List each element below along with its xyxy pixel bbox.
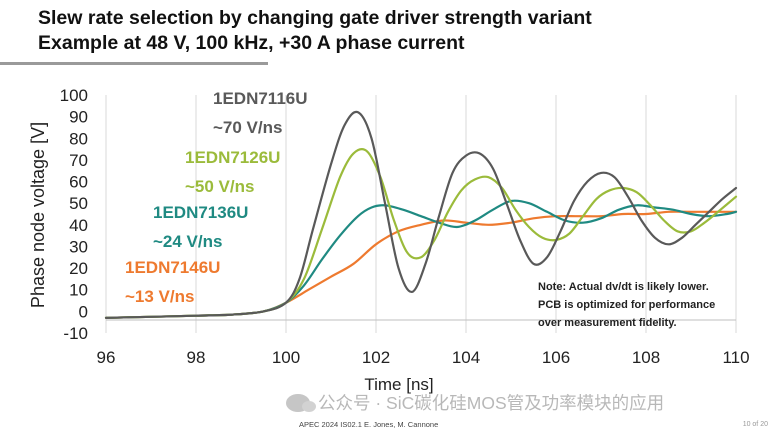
series-rate-1EDN7116U: ~70 V/ns: [213, 118, 282, 137]
series-label-1EDN7126U: 1EDN7126U: [185, 148, 280, 167]
series-line-1EDN7126U: [104, 147, 738, 319]
title-underline: [0, 62, 268, 65]
y-tick-label-70: 70: [69, 151, 88, 170]
watermark: 公众号 · SiC碳化硅MOS管及功率模块的应用: [286, 390, 664, 415]
y-tick-label-100: 100: [60, 86, 88, 105]
y-tick-label--10: -10: [63, 324, 88, 343]
y-tick-label-20: 20: [69, 259, 88, 278]
y-tick-label-90: 90: [69, 108, 88, 127]
note-line-1: Note: Actual dv/dt is likely lower.: [538, 281, 709, 293]
series-label-1EDN7116U: 1EDN7116U: [213, 89, 308, 108]
y-tick-label-60: 60: [69, 173, 88, 192]
slide-title: Slew rate selection by changing gate dri…: [38, 6, 592, 56]
title-line-1: Slew rate selection by changing gate dri…: [38, 7, 592, 29]
page-number: 10 of 20: [742, 421, 768, 428]
y-axis-label: Phase node voltage [V]: [28, 122, 48, 308]
y-tick-label-40: 40: [69, 216, 88, 235]
series-rate-1EDN7146U: ~13 V/ns: [125, 287, 194, 306]
y-tick-label-50: 50: [69, 194, 88, 213]
y-tick-label-10: 10: [69, 281, 88, 300]
watermark-text: 公众号 · SiC碳化硅MOS管及功率模块的应用: [318, 393, 665, 413]
x-tick-label-106: 106: [542, 348, 570, 367]
y-tick-label-0: 0: [79, 302, 88, 321]
x-tick-label-102: 102: [362, 348, 390, 367]
y-tick-label-30: 30: [69, 237, 88, 256]
chat-bubble-icon: [286, 393, 316, 412]
x-tick-label-104: 104: [452, 348, 480, 367]
note-line-3: over measurement fidelity.: [538, 317, 677, 329]
note-line-2: PCB is optimized for performance: [538, 299, 715, 311]
series-label-1EDN7136U: 1EDN7136U: [153, 203, 248, 222]
series-rate-1EDN7136U: ~24 V/ns: [153, 232, 222, 251]
series-line-1EDN7116U: [104, 110, 738, 319]
measurement-note: Note: Actual dv/dt is likely lower. PCB …: [538, 281, 715, 329]
x-tick-label-108: 108: [632, 348, 660, 367]
x-axis-label: Time [ns]: [364, 375, 433, 394]
x-tick-label-110: 110: [722, 348, 749, 367]
title-line-2: Example at 48 V, 100 kHz, +30 A phase cu…: [38, 32, 465, 54]
x-tick-label-100: 100: [272, 348, 300, 367]
x-tick-label-98: 98: [187, 348, 206, 367]
footer-text: APEC 2024 IS02.1 E. Jones, M. Cannone: [299, 420, 439, 429]
y-tick-label-80: 80: [69, 129, 88, 148]
x-tick-label-96: 96: [97, 348, 116, 367]
series-label-1EDN7146U: 1EDN7146U: [125, 258, 220, 277]
series-rate-1EDN7126U: ~50 V/ns: [185, 177, 254, 196]
